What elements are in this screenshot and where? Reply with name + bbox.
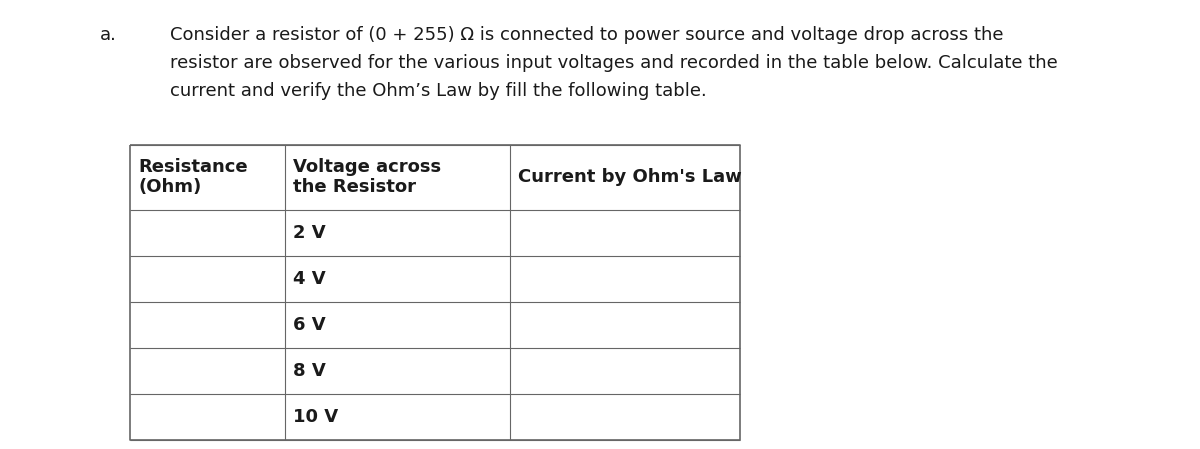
Text: resistor are observed for the various input voltages and recorded in the table b: resistor are observed for the various in… (170, 54, 1057, 72)
Text: a.: a. (100, 26, 116, 44)
Text: 8 V: 8 V (293, 362, 325, 380)
Text: current and verify the Ohm’s Law by fill the following table.: current and verify the Ohm’s Law by fill… (170, 82, 707, 100)
Text: 10 V: 10 V (293, 408, 338, 426)
Text: the Resistor: the Resistor (293, 179, 416, 197)
Text: (Ohm): (Ohm) (138, 179, 202, 197)
Text: Current by Ohm's Law: Current by Ohm's Law (518, 168, 742, 186)
Text: 4 V: 4 V (293, 270, 325, 288)
Text: 6 V: 6 V (293, 316, 325, 334)
Text: Voltage across: Voltage across (293, 158, 442, 176)
Text: Consider a resistor of (0 + 255) Ω is connected to power source and voltage drop: Consider a resistor of (0 + 255) Ω is co… (170, 26, 1003, 44)
Text: Resistance: Resistance (138, 158, 247, 176)
Text: 2 V: 2 V (293, 224, 325, 242)
